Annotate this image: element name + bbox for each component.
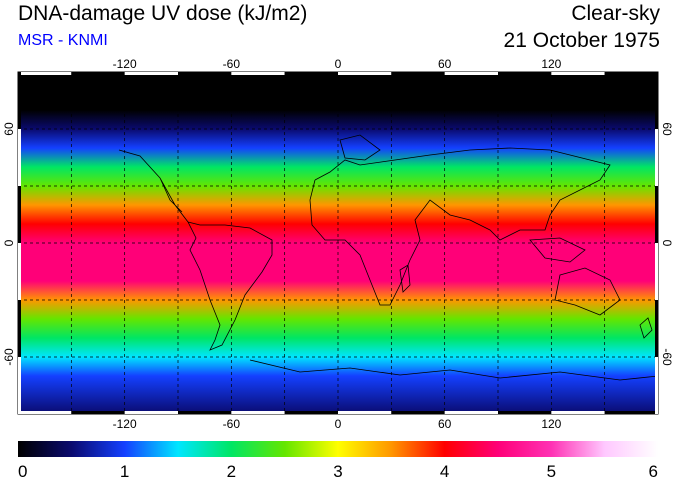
lat-tick-label-left: 0 (2, 239, 16, 246)
frame-segment (284, 411, 338, 414)
lat-tick-label-left: 60 (2, 122, 16, 136)
frame-segment (551, 72, 605, 75)
frame-segment (604, 72, 658, 75)
frame-segment (178, 411, 232, 414)
frame-segment (18, 129, 21, 186)
colorbar-tick-label: 3 (333, 462, 342, 480)
frame-segment (18, 300, 21, 357)
frame-segment (18, 357, 21, 414)
lon-tick-label-bottom: -60 (223, 417, 241, 431)
date-label: 21 October 1975 (503, 29, 660, 52)
frame-segment (655, 186, 658, 243)
colorbar-tick-label: 0 (18, 462, 27, 480)
lon-tick-label-top: 0 (335, 57, 342, 71)
lon-tick-label-top: 120 (541, 57, 561, 71)
source-label: MSR - KNMI (18, 32, 108, 49)
frame-segment (604, 411, 658, 414)
lon-tick-label-top: -120 (113, 57, 137, 71)
frame-segment (18, 72, 72, 75)
lat-tick-label-right: -60 (660, 348, 674, 366)
frame-segment (231, 411, 285, 414)
frame-segment (655, 300, 658, 357)
lat-ticks-right: 60 0 -60 (660, 122, 674, 366)
frame-segment (498, 411, 552, 414)
colorbar-gradient (18, 441, 658, 457)
frame-segment (498, 72, 552, 75)
frame-segment (18, 411, 72, 414)
frame-segment (71, 411, 125, 414)
frame-segment (18, 243, 21, 300)
lon-tick-label-bottom: 0 (335, 417, 342, 431)
frame-segment (655, 72, 658, 129)
frame-segment (231, 72, 285, 75)
frame-segment (18, 72, 21, 129)
lon-tick-label-top: 60 (438, 57, 452, 71)
colorbar-tick-label: 1 (120, 462, 129, 480)
frame-segment (71, 72, 125, 75)
colorbar-labels: 0 1 2 3 4 5 6 (18, 462, 658, 480)
frame-segment (551, 411, 605, 414)
colorbar-tick-label: 2 (227, 462, 236, 480)
frame-segment (655, 357, 658, 414)
lon-tick-label-top: -60 (223, 57, 241, 71)
frame-segment (338, 72, 392, 75)
map-frame (17, 71, 659, 415)
frame-segment (444, 72, 498, 75)
lat-ticks-left: 60 0 -60 (2, 122, 16, 366)
lon-ticks-top: -120 -60 0 60 120 (113, 57, 562, 71)
map-title: DNA-damage UV dose (kJ/m2) (18, 2, 308, 25)
lat-tick-label-left: -60 (2, 348, 16, 366)
frame-segment (178, 72, 232, 75)
colorbar-tick-label: 6 (649, 462, 658, 480)
frame-segment (124, 411, 178, 414)
colorbar (18, 441, 658, 457)
graticule (18, 72, 658, 414)
frame-segment (391, 72, 445, 75)
lon-ticks-bottom: -120 -60 0 60 120 (113, 417, 562, 431)
lon-tick-label-bottom: 120 (541, 417, 561, 431)
lat-tick-label-right: 60 (660, 122, 674, 136)
frame-segment (391, 411, 445, 414)
colorbar-tick-label: 4 (440, 462, 449, 480)
lat-tick-label-right: 0 (660, 240, 674, 247)
frame-segment (655, 129, 658, 186)
frame-segment (655, 243, 658, 300)
lon-tick-label-bottom: 60 (438, 417, 452, 431)
frame-segment (338, 411, 392, 414)
lon-tick-label-bottom: -120 (113, 417, 137, 431)
coastlines (118, 134, 659, 381)
frame-segment (444, 411, 498, 414)
frame-segment (284, 72, 338, 75)
frame-segment (124, 72, 178, 75)
colorbar-tick-label: 5 (547, 462, 556, 480)
frame-segment (18, 186, 21, 243)
sky-condition-label: Clear-sky (571, 2, 660, 25)
